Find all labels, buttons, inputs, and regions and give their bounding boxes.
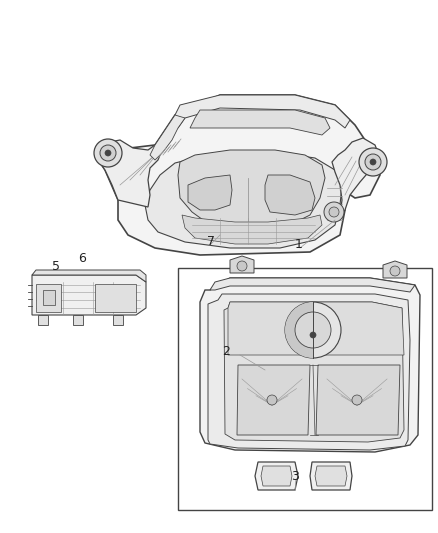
Polygon shape — [95, 284, 136, 312]
Polygon shape — [36, 284, 61, 312]
Circle shape — [390, 266, 400, 276]
Polygon shape — [255, 462, 298, 490]
Text: 3: 3 — [291, 470, 299, 483]
Text: 6: 6 — [78, 252, 86, 265]
Polygon shape — [43, 290, 55, 305]
Polygon shape — [261, 466, 292, 486]
Polygon shape — [228, 302, 404, 355]
Polygon shape — [208, 294, 410, 450]
Polygon shape — [145, 153, 342, 248]
Circle shape — [237, 261, 247, 271]
Polygon shape — [113, 315, 123, 325]
Polygon shape — [230, 256, 254, 273]
Circle shape — [100, 145, 116, 161]
Circle shape — [370, 159, 376, 165]
Polygon shape — [224, 302, 404, 442]
Circle shape — [359, 148, 387, 176]
Circle shape — [295, 312, 331, 348]
Text: 5: 5 — [52, 260, 60, 273]
Wedge shape — [285, 302, 313, 358]
Circle shape — [267, 395, 277, 405]
Polygon shape — [200, 278, 420, 452]
Polygon shape — [95, 140, 162, 207]
Polygon shape — [237, 365, 310, 435]
Polygon shape — [383, 261, 407, 278]
Polygon shape — [190, 110, 330, 135]
Polygon shape — [210, 278, 415, 292]
Polygon shape — [95, 95, 380, 255]
Polygon shape — [182, 215, 322, 244]
Polygon shape — [32, 270, 146, 282]
Polygon shape — [332, 138, 380, 215]
Polygon shape — [150, 115, 185, 160]
Polygon shape — [310, 462, 352, 490]
Polygon shape — [73, 315, 83, 325]
Circle shape — [329, 207, 339, 217]
Circle shape — [352, 395, 362, 405]
Text: 7: 7 — [207, 235, 215, 248]
Bar — [178, 268, 432, 510]
Polygon shape — [188, 175, 232, 210]
Polygon shape — [175, 95, 350, 128]
Polygon shape — [316, 365, 400, 435]
Text: 1: 1 — [295, 238, 303, 251]
Polygon shape — [265, 175, 315, 215]
Circle shape — [365, 154, 381, 170]
Text: 2: 2 — [222, 345, 230, 358]
Polygon shape — [315, 466, 347, 486]
Circle shape — [285, 302, 341, 358]
Polygon shape — [32, 275, 146, 315]
Circle shape — [310, 332, 316, 338]
Circle shape — [94, 139, 122, 167]
Circle shape — [324, 202, 344, 222]
Polygon shape — [178, 150, 325, 230]
Circle shape — [105, 150, 111, 156]
Polygon shape — [38, 315, 48, 325]
